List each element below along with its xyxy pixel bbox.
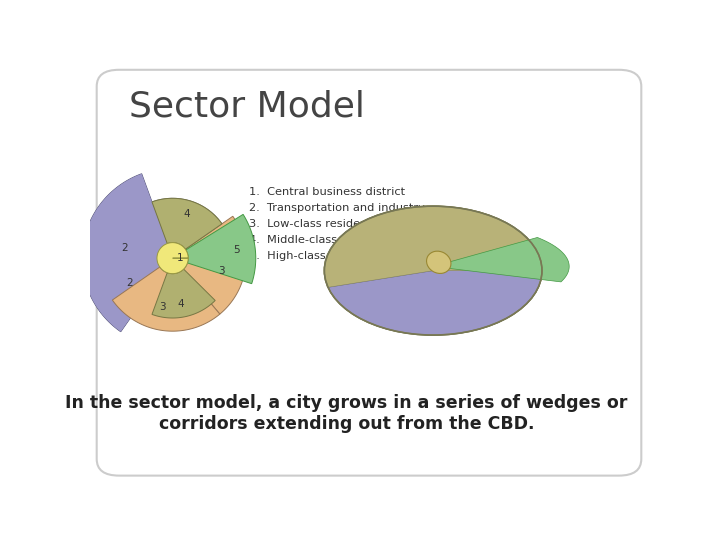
Polygon shape: [186, 214, 256, 284]
Polygon shape: [152, 269, 215, 318]
Polygon shape: [183, 216, 246, 314]
Text: 2: 2: [127, 278, 133, 288]
Text: 2: 2: [121, 243, 127, 253]
Text: 2.  Transportation and industry: 2. Transportation and industry: [249, 203, 425, 213]
Text: 3: 3: [159, 302, 166, 312]
Polygon shape: [433, 238, 570, 282]
Text: 4: 4: [184, 209, 190, 219]
Polygon shape: [82, 174, 167, 332]
Polygon shape: [157, 242, 188, 274]
Text: 1.  Central business district: 1. Central business district: [249, 187, 405, 198]
Polygon shape: [82, 174, 167, 332]
Text: In the sector model, a city grows in a series of wedges or
corridors extending o: In the sector model, a city grows in a s…: [66, 394, 628, 433]
Polygon shape: [328, 271, 542, 335]
Text: Sector Model: Sector Model: [129, 90, 365, 124]
Polygon shape: [112, 267, 220, 331]
Ellipse shape: [426, 251, 451, 273]
Text: 1: 1: [177, 253, 184, 263]
Text: 3.  Low-class residential: 3. Low-class residential: [249, 219, 385, 229]
Ellipse shape: [324, 206, 542, 335]
Text: 5: 5: [233, 245, 240, 255]
Text: 3: 3: [218, 266, 225, 276]
Polygon shape: [325, 206, 542, 287]
FancyBboxPatch shape: [96, 70, 642, 476]
Text: 4: 4: [177, 299, 184, 309]
Text: 4.  Middle-class residential: 4. Middle-class residential: [249, 235, 401, 245]
Polygon shape: [112, 198, 233, 318]
Text: 5.  High-class residential: 5. High-class residential: [249, 251, 390, 261]
Polygon shape: [152, 198, 222, 249]
